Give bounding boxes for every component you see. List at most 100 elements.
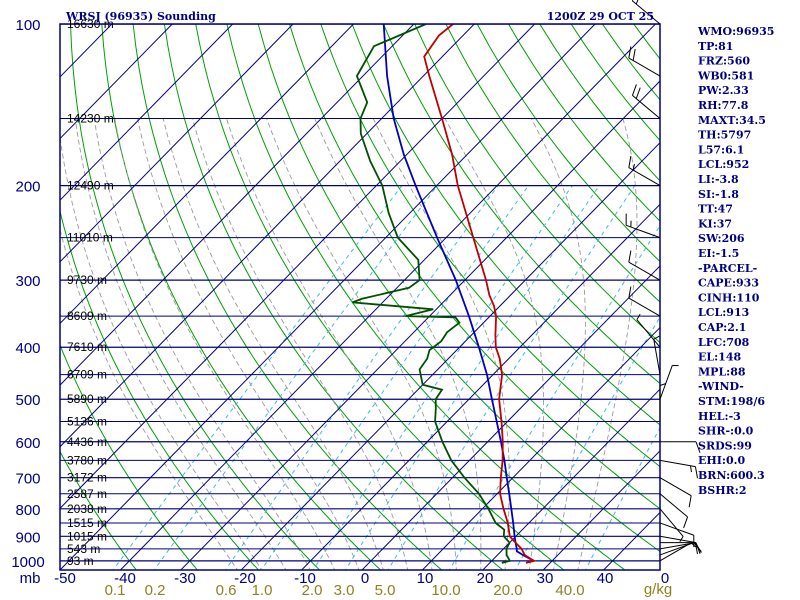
wind-barb — [653, 335, 661, 375]
pressure-tick-label: 1000 — [11, 554, 44, 571]
mixing-ratio-line — [153, 185, 438, 570]
dry-adiabat — [445, 24, 660, 303]
wind-barb — [659, 493, 689, 529]
isotherm-line — [542, 450, 660, 570]
dry-adiabat — [163, 24, 504, 570]
temperature-tick-label: -20 — [234, 570, 256, 587]
mixing-ratio-tick-label: 2.0 — [302, 582, 323, 599]
index-value: BSHR:2 — [698, 484, 747, 497]
wind-barb — [628, 155, 661, 187]
mixing-ratio-tick-label: 40.0 — [555, 582, 584, 599]
height-label: 2038 m — [67, 502, 107, 516]
index-value: EL:148 — [698, 351, 741, 364]
isobars — [60, 24, 660, 562]
pressure-tick-label: 900 — [15, 529, 40, 546]
wind-barb — [631, 0, 661, 25]
sounding-traces — [352, 24, 537, 564]
index-value: CAPE:933 — [698, 277, 759, 290]
wind-barb — [628, 250, 661, 281]
index-value: SW:206 — [698, 232, 745, 245]
index-value: MAXT:34.5 — [698, 114, 766, 127]
dry-adiabat — [132, 24, 443, 570]
dry-adiabat — [70, 24, 321, 570]
pressure-tick-label: 400 — [15, 340, 40, 357]
wind-barb — [659, 459, 698, 479]
mixing-ratio-lines — [112, 185, 660, 570]
isotherm-line — [119, 24, 657, 570]
height-label: 3780 m — [67, 453, 107, 467]
index-value: SI:-1.8 — [698, 188, 739, 201]
height-label: 16630 m — [67, 17, 114, 31]
mixing-ratio-line — [112, 185, 403, 570]
index-value: EHI:0.0 — [698, 454, 745, 467]
isotherm-line — [300, 203, 660, 570]
index-value: -WIND- — [698, 380, 744, 393]
height-label: 1515 m — [67, 516, 107, 530]
mixing-ratio-tick-label: 0.2 — [145, 582, 166, 599]
index-value: KI:37 — [698, 217, 732, 230]
isotherm-line — [60, 24, 294, 263]
index-value: LCL:913 — [698, 306, 749, 319]
index-value: PW:2.33 — [698, 84, 749, 97]
index-value: LCL:952 — [698, 158, 749, 171]
index-value: LI:-3.8 — [698, 173, 739, 186]
height-label: 9730 m — [67, 273, 107, 287]
isotherm-line — [60, 24, 475, 448]
mixing-ratio-line — [584, 426, 660, 570]
height-label: 5890 m — [67, 392, 107, 406]
temperature-trace — [423, 24, 537, 564]
wind-barb — [628, 46, 661, 77]
mixing-ratio-tick-label: 20.0 — [493, 582, 522, 599]
index-value: WMO:96935 — [697, 25, 774, 38]
index-value: FRZ:560 — [698, 55, 750, 68]
isotherm-line — [60, 24, 415, 386]
index-value: CINH:110 — [698, 291, 760, 304]
dry-adiabat — [195, 24, 565, 570]
mixing-ratio-tick-label: 3.0 — [334, 582, 355, 599]
wind-barb — [660, 441, 701, 453]
index-value: HEL:-3 — [698, 410, 741, 423]
height-label: 6709 m — [67, 368, 107, 382]
station-title: WRSJ (96935) Sounding — [65, 10, 216, 23]
index-value: TH:5797 — [698, 129, 751, 142]
mixing-ratio-tick-label: 0.6 — [216, 582, 237, 599]
pressure-tick-label: 100 — [15, 17, 40, 34]
pressure-tick-label: 300 — [15, 273, 40, 290]
index-value: EI:-1.5 — [698, 247, 739, 260]
dry-adiabat — [289, 24, 660, 510]
height-label: 11010 m — [67, 231, 113, 245]
height-label: 543 m — [67, 542, 100, 556]
temperature-tick-label: -50 — [54, 570, 76, 587]
height-label: 8609 m — [67, 309, 107, 323]
dewpoint-trace — [352, 24, 512, 564]
pressure-tick-label: 800 — [15, 502, 40, 519]
mixing-ratio-line — [514, 316, 660, 570]
dry-adiabat — [476, 24, 660, 263]
isotherm-line — [60, 24, 234, 201]
isotherm-line — [60, 24, 355, 325]
index-value: SRDS:99 — [698, 439, 752, 452]
pressure-tick-label: 200 — [15, 179, 40, 196]
temperature-tick-label: -30 — [174, 570, 196, 587]
height-label: 12490 m — [67, 179, 114, 193]
index-value: TP:81 — [698, 40, 733, 53]
mixing-ratio-unit-label: g/kg — [644, 581, 672, 598]
mixing-ratio-line — [312, 185, 573, 570]
mixing-ratio-line — [344, 185, 600, 570]
mixing-ratio-line — [224, 185, 499, 570]
dry-adiabat — [382, 24, 660, 385]
index-value: STM:198/6 — [698, 395, 765, 408]
wind-barb — [660, 542, 701, 554]
pressure-unit-label: mb — [20, 570, 41, 587]
temperature-tick-label: 0 — [661, 570, 669, 587]
wind-barb — [659, 508, 684, 543]
temperature-tick-label: 0 — [361, 570, 369, 587]
height-label: 7610 m — [67, 340, 107, 354]
index-value: MPL:88 — [698, 365, 746, 378]
temperature-tick-label: 20 — [477, 570, 494, 587]
temperature-tick-label: 10 — [417, 570, 434, 587]
height-labels: 16630 m 14230 m 12490 m 11010 m 9730 m 8609 m… — [67, 17, 114, 568]
height-label: 4436 m — [67, 435, 107, 449]
